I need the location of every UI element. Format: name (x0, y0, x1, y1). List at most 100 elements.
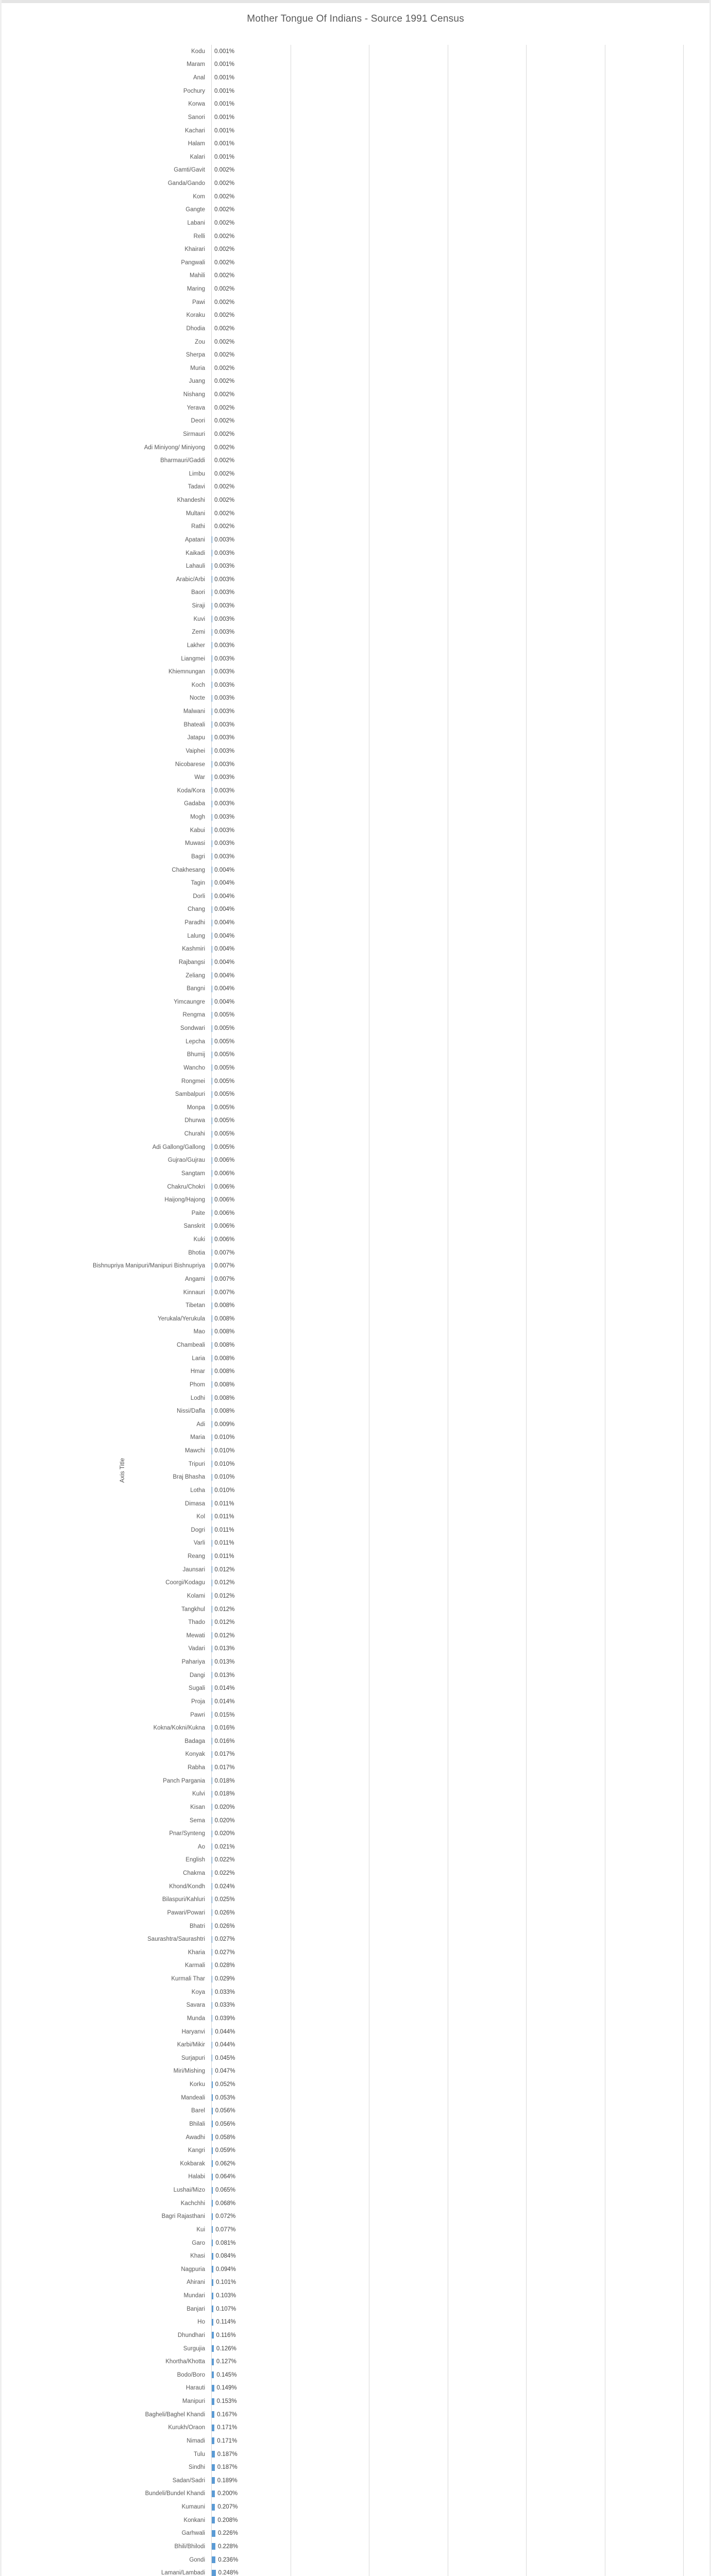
value-label: 0.006% (214, 1210, 235, 1216)
bar (212, 2081, 213, 2088)
value-label: 0.171% (217, 2425, 238, 2431)
value-label: 0.002% (214, 523, 235, 530)
category-label: Juang (189, 378, 205, 385)
category-label: Bodo/Boro (177, 2371, 205, 2378)
bar (212, 2464, 215, 2471)
category-label: Koch (191, 682, 205, 688)
category-label: Chakru/Chokri (167, 1183, 206, 1190)
value-label: 0.248% (218, 2570, 239, 2576)
value-label: 0.008% (214, 1329, 235, 1335)
category-label: Gadaba (184, 801, 205, 807)
category-label: Sanskrit (183, 1223, 205, 1230)
category-label: Sambalpuri (175, 1091, 205, 1098)
bar (212, 2358, 214, 2365)
category-label: Nimadi (187, 2437, 205, 2444)
value-label: 0.013% (214, 1672, 235, 1679)
value-label: 0.167% (217, 2411, 238, 2418)
value-label: 0.012% (214, 1592, 235, 1599)
value-label: 0.027% (214, 1949, 235, 1956)
value-label: 0.002% (214, 392, 235, 398)
category-label: Limbu (189, 470, 205, 477)
value-label: 0.002% (214, 352, 235, 359)
category-label: Bishnupriya Manipuri/Manipuri Bishnupriy… (93, 1263, 205, 1269)
category-label: Nagpuria (181, 2266, 205, 2273)
category-label: Kurmali Thar (171, 1976, 205, 1982)
value-label: 0.020% (214, 1817, 235, 1824)
value-label: 0.013% (214, 1646, 235, 1652)
category-label: Badaga (184, 1738, 205, 1744)
category-label: Rabha (188, 1765, 205, 1771)
window-edge-top (0, 0, 711, 3)
value-label: 0.236% (218, 2556, 239, 2563)
category-label: Kuki (193, 1236, 205, 1243)
bar (212, 2226, 213, 2233)
value-label: 0.208% (217, 2517, 238, 2523)
value-label: 0.029% (214, 1976, 235, 1982)
category-label: Lamani/Lambadi (161, 2570, 205, 2576)
value-label: 0.226% (217, 2530, 238, 2537)
category-label: Halabi (188, 2174, 205, 2180)
bar (212, 2121, 213, 2128)
category-label: Bhili/Bhilodi (174, 2543, 205, 2550)
category-label: Tangkhul (181, 1606, 205, 1613)
category-label: Anal (193, 75, 205, 81)
category-label: Sindhi (189, 2464, 205, 2471)
category-label: Paite (191, 1210, 205, 1216)
value-label: 0.017% (214, 1765, 235, 1771)
value-label: 0.006% (214, 1157, 235, 1164)
value-label: 0.001% (214, 101, 235, 108)
category-label: Kachari (185, 127, 205, 134)
category-label: Dhodia (186, 325, 205, 332)
category-label: Dangi (189, 1672, 205, 1679)
value-label: 0.228% (217, 2543, 238, 2550)
category-label: Siraji (192, 603, 205, 609)
value-label: 0.003% (214, 774, 235, 781)
value-label: 0.002% (214, 273, 235, 279)
value-label: 0.003% (214, 814, 235, 821)
category-label: Manipuri (182, 2398, 205, 2405)
value-label: 0.003% (214, 721, 235, 728)
category-label: Thado (188, 1619, 205, 1626)
value-label: 0.007% (214, 1276, 235, 1282)
category-label: Gujrao/Gujrau (167, 1157, 205, 1164)
value-label: 0.002% (214, 404, 235, 411)
bar (212, 2490, 215, 2497)
category-label: Mogh (190, 814, 205, 821)
value-label: 0.005% (214, 1091, 235, 1098)
value-label: 0.010% (214, 1487, 235, 1494)
category-label: Koda/Kora (177, 787, 205, 794)
value-label: 0.116% (216, 2332, 236, 2338)
category-label: Chakhesang (172, 867, 205, 873)
value-label: 0.207% (217, 2504, 238, 2511)
category-label: Deori (191, 418, 205, 425)
value-label: 0.021% (214, 1843, 235, 1850)
category-label: Hmar (190, 1368, 205, 1375)
category-label: English (185, 1857, 205, 1863)
category-label: Sugali (189, 1685, 205, 1692)
category-label: Sema (189, 1817, 205, 1824)
value-label: 0.028% (214, 1962, 235, 1969)
category-label: Zeliang (185, 972, 205, 979)
category-label: Kabui (190, 827, 205, 834)
category-label: Pochury (183, 88, 205, 94)
window-edge-right (709, 0, 711, 2576)
category-label: Pawi (192, 299, 205, 306)
category-label: Tagin (191, 880, 206, 887)
value-label: 0.056% (215, 2121, 235, 2127)
value-label: 0.003% (214, 827, 235, 834)
value-label: 0.003% (214, 708, 235, 715)
category-label: War (194, 774, 205, 781)
category-label: Miri/Mishing (173, 2068, 205, 2075)
value-label: 0.006% (214, 1236, 235, 1243)
value-label: 0.008% (214, 1395, 235, 1401)
category-label: Mahili (189, 273, 205, 279)
value-label: 0.008% (214, 1381, 235, 1388)
value-label: 0.010% (214, 1461, 235, 1467)
category-label: Rongmei (181, 1078, 205, 1084)
value-label: 0.004% (214, 972, 235, 979)
value-label: 0.171% (217, 2437, 238, 2444)
value-label: 0.033% (215, 2002, 235, 2009)
value-label: 0.012% (214, 1632, 235, 1639)
value-label: 0.101% (216, 2279, 236, 2286)
category-label: Khandeshi (177, 497, 205, 504)
